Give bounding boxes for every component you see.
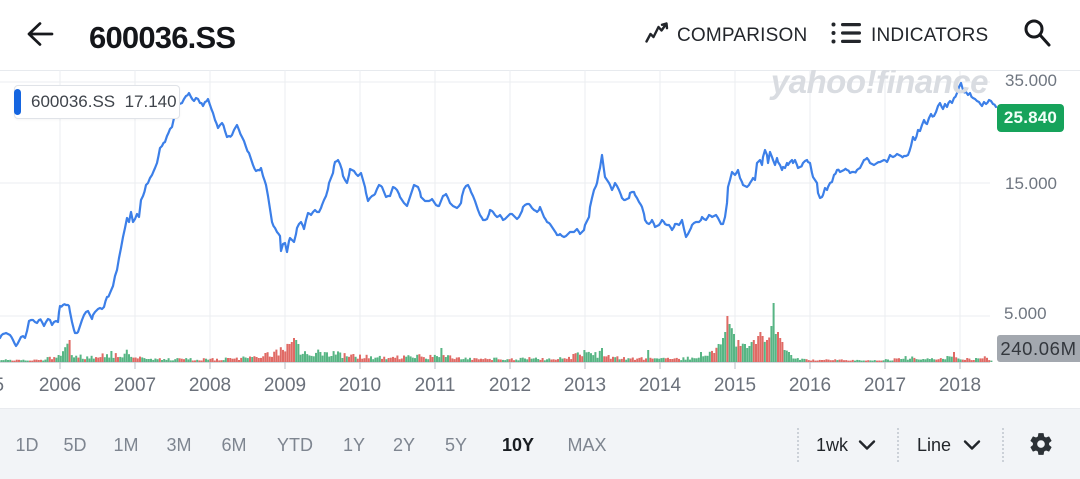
svg-text:2016: 2016 xyxy=(789,375,831,396)
svg-text:2005: 2005 xyxy=(0,375,4,396)
svg-text:35.000: 35.000 xyxy=(1005,71,1057,90)
svg-text:2014: 2014 xyxy=(639,375,682,396)
svg-text:2009: 2009 xyxy=(264,375,306,396)
svg-text:2013: 2013 xyxy=(564,375,606,396)
svg-text:2012: 2012 xyxy=(489,375,531,396)
svg-text:2006: 2006 xyxy=(39,375,81,396)
svg-text:5.000: 5.000 xyxy=(1004,304,1047,323)
svg-text:2007: 2007 xyxy=(114,375,156,396)
svg-text:2008: 2008 xyxy=(189,375,231,396)
svg-text:15.000: 15.000 xyxy=(1005,174,1057,193)
svg-text:2018: 2018 xyxy=(939,375,981,396)
svg-text:2011: 2011 xyxy=(415,375,456,396)
svg-text:2017: 2017 xyxy=(864,375,906,396)
svg-text:2010: 2010 xyxy=(339,375,381,396)
svg-text:2015: 2015 xyxy=(714,375,756,396)
